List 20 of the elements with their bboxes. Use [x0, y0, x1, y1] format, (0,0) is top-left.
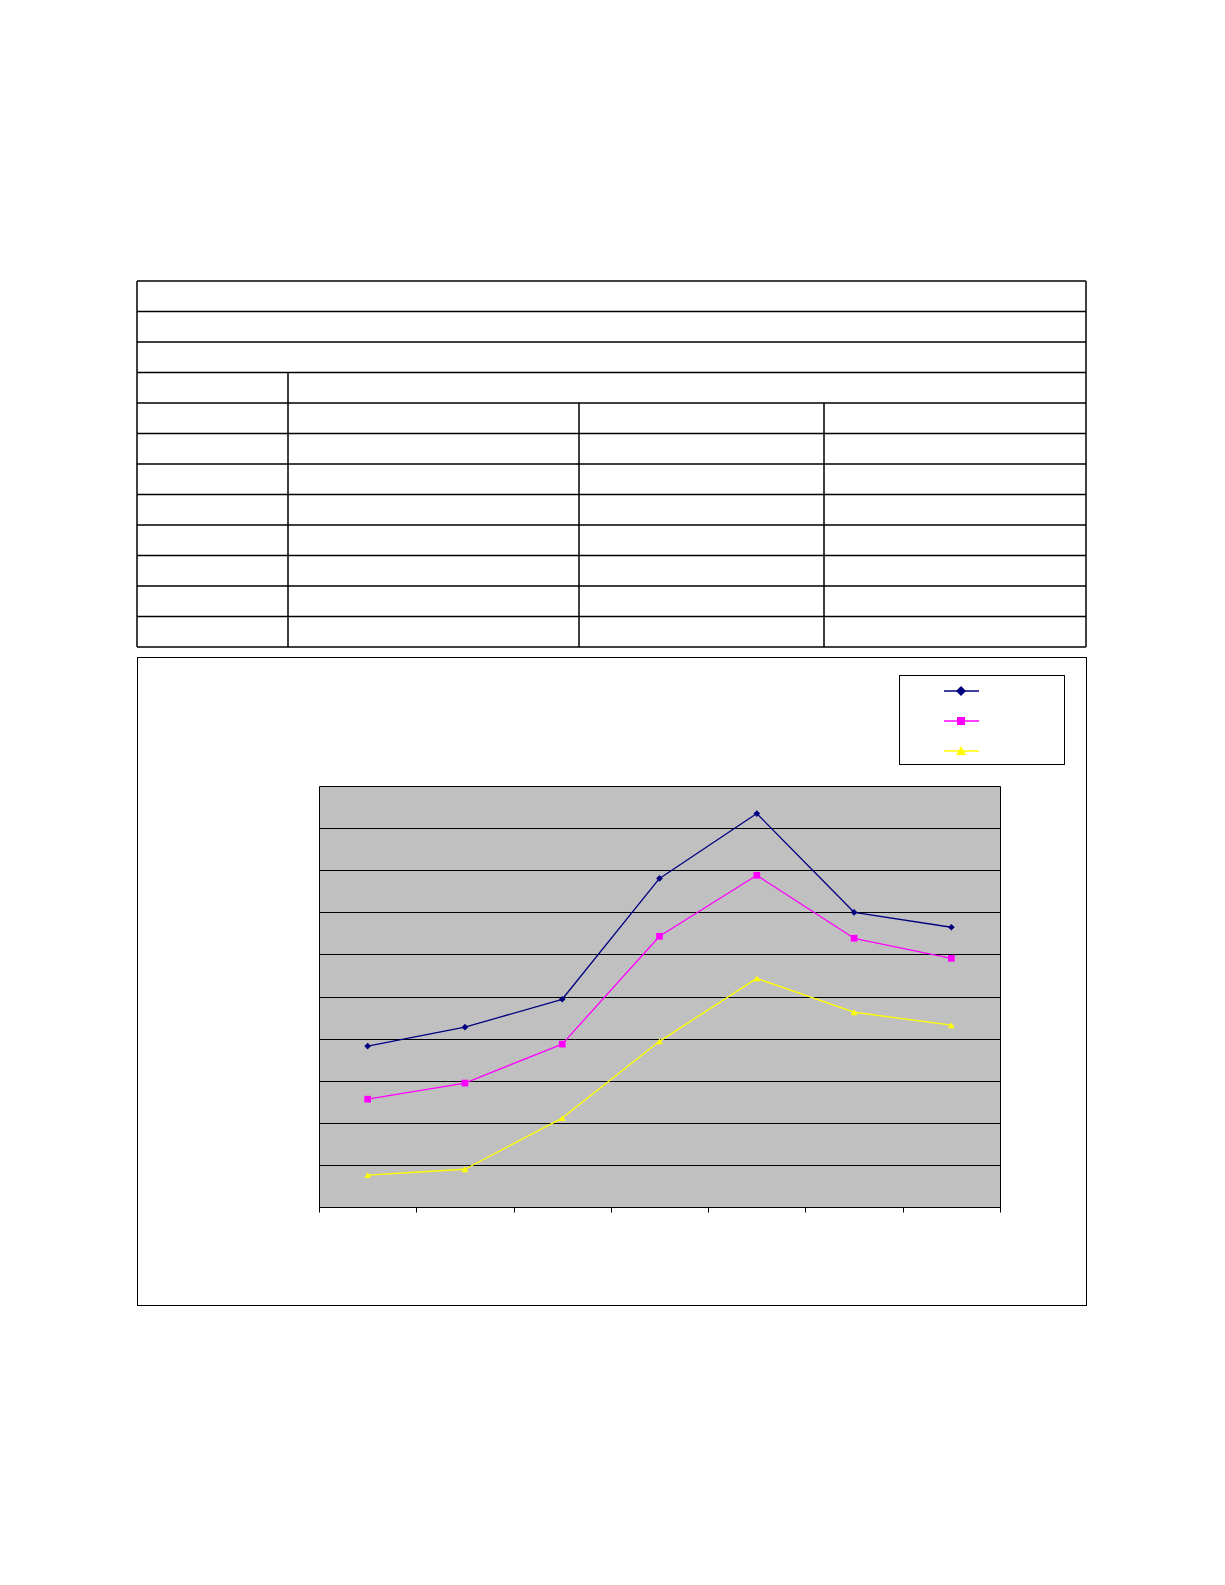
point — [948, 1022, 955, 1029]
point — [850, 1009, 858, 1016]
point — [656, 932, 663, 940]
point — [461, 1023, 469, 1031]
point — [850, 934, 858, 942]
point — [753, 871, 761, 879]
point — [558, 1040, 566, 1048]
point — [558, 1115, 566, 1121]
point — [364, 1042, 371, 1050]
point — [461, 1166, 469, 1173]
point — [753, 810, 761, 817]
point — [364, 1172, 371, 1179]
point — [364, 1095, 371, 1103]
point — [850, 908, 858, 916]
point — [656, 875, 663, 882]
point — [753, 975, 761, 982]
point — [948, 923, 955, 931]
point — [656, 1038, 663, 1045]
point — [558, 995, 566, 1003]
point — [948, 954, 955, 962]
